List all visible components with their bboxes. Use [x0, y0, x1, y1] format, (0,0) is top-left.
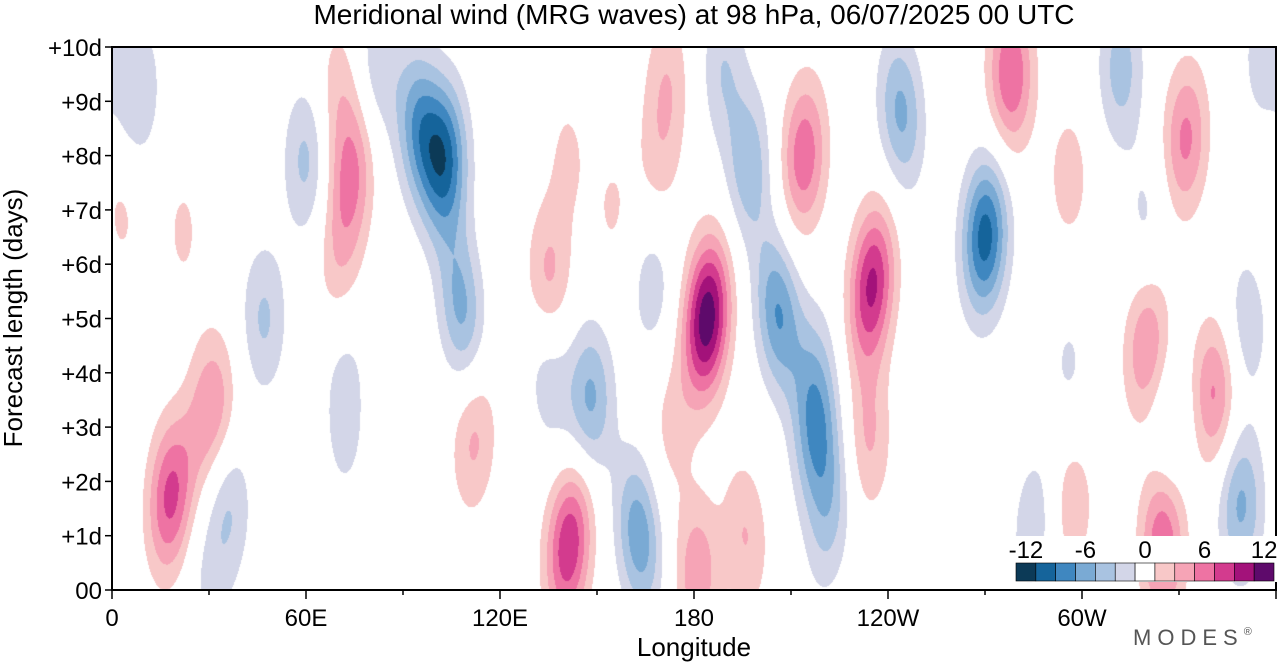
- colorbar-tick-label: -12: [1009, 537, 1044, 564]
- colorbar-swatch: [1174, 562, 1195, 582]
- logo-text: MODES: [1133, 625, 1244, 650]
- colorbar: -12 -6 0 6 12: [1009, 536, 1278, 582]
- colorbar-tick-label: -6: [1075, 537, 1096, 564]
- y-tick-label: +10d: [48, 35, 102, 62]
- y-tick-label: +1d: [61, 524, 102, 551]
- colorbar-tick-label: 6: [1198, 537, 1211, 564]
- x-tick-label: 60W: [1057, 605, 1107, 632]
- y-tick-label: 00: [75, 578, 102, 605]
- y-tick-label: +7d: [61, 198, 102, 225]
- y-tick-label: +3d: [61, 415, 102, 442]
- y-tick-label: +8d: [61, 144, 102, 171]
- colorbar-swatch: [1055, 562, 1076, 582]
- contour-field: [112, 47, 1276, 590]
- colorbar-swatch: [1253, 562, 1275, 582]
- x-tick-label: 120W: [857, 605, 920, 632]
- colorbar-swatch: [1154, 562, 1176, 582]
- y-tick-label: +5d: [61, 307, 102, 334]
- colorbar-swatch: [1035, 562, 1056, 582]
- colorbar-swatch: [1194, 562, 1215, 582]
- colorbar-swatch: [1075, 562, 1096, 582]
- x-axis-label: Longitude: [637, 632, 751, 662]
- logo-mark: ®: [1244, 626, 1258, 638]
- colorbar-swatch: [1114, 562, 1136, 582]
- modes-logo: MODES®: [1133, 625, 1258, 650]
- y-axis: 00 +1d +2d +3d +4d +5d +6d +7d +8d +9d +10d: [48, 35, 112, 605]
- colorbar-swatch: [1095, 562, 1116, 582]
- colorbar-swatch: [1015, 562, 1037, 582]
- x-tick-label: 0: [105, 605, 118, 632]
- x-tick-label: 120E: [472, 605, 528, 632]
- colorbar-swatch: [1134, 562, 1156, 582]
- y-tick-label: +4d: [61, 361, 102, 388]
- colorbar-tick-label: 0: [1138, 537, 1151, 564]
- contour-image: [112, 47, 1276, 590]
- x-axis: 0 60E 120E 180 120W 60W: [105, 590, 1277, 632]
- colorbar-tick-label: 12: [1251, 537, 1278, 564]
- chart-title: Meridional wind (MRG waves) at 98 hPa, 0…: [313, 0, 1074, 30]
- colorbar-swatch: [1214, 562, 1235, 582]
- x-tick-label: 60E: [285, 605, 328, 632]
- colorbar-swatch: [1234, 562, 1255, 582]
- y-axis-label: Forecast length (days): [0, 189, 28, 448]
- y-tick-label: +6d: [61, 252, 102, 279]
- x-tick-label: 180: [674, 605, 714, 632]
- y-tick-label: +9d: [61, 89, 102, 116]
- y-tick-label: +2d: [61, 469, 102, 496]
